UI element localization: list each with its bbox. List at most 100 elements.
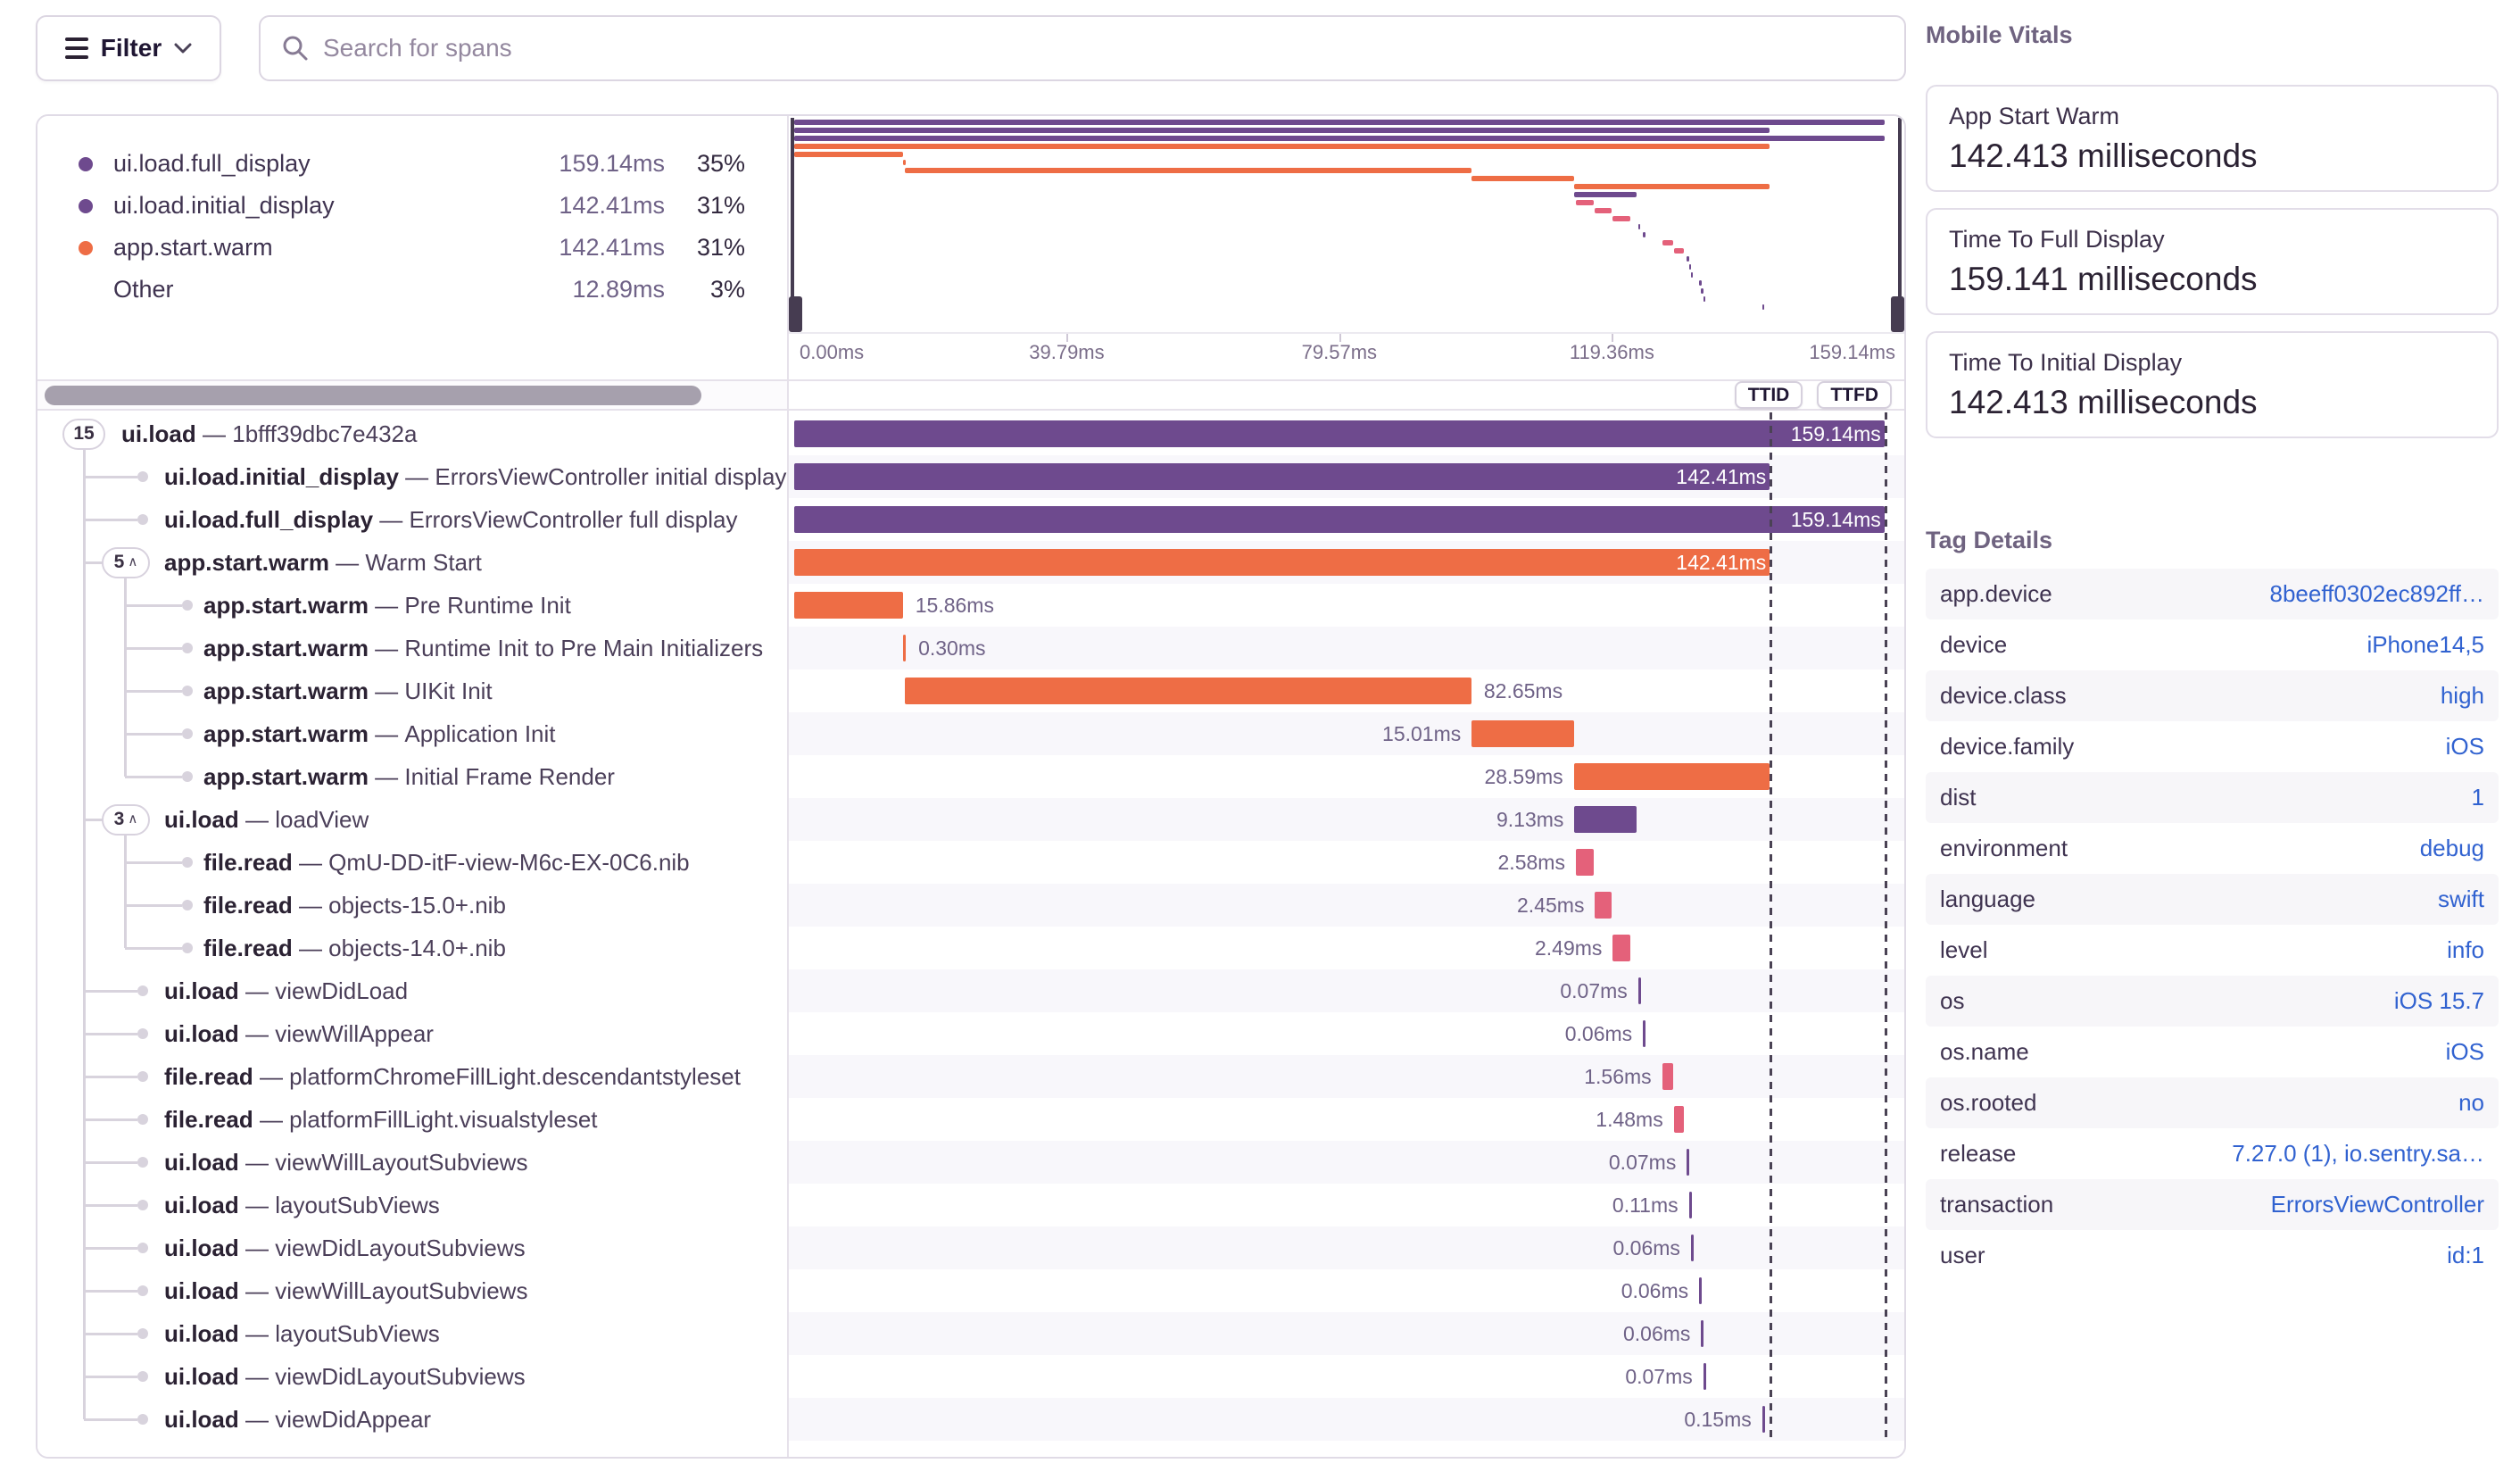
tag-value-link[interactable]: id:1 xyxy=(2447,1242,2484,1268)
waterfall-row[interactable]: 142.41ms xyxy=(789,541,1904,584)
span-duration-bar[interactable] xyxy=(794,420,1885,447)
span-tree-row[interactable]: ui.load — loadView xyxy=(37,798,787,841)
tag-value-link[interactable]: swift xyxy=(2438,886,2484,912)
minimap-left-handle-grip[interactable] xyxy=(789,296,802,332)
waterfall-row[interactable]: 2.49ms xyxy=(789,927,1904,969)
span-duration-bar[interactable] xyxy=(1687,1149,1690,1176)
tag-value-link[interactable]: ErrorsViewController xyxy=(2270,1191,2484,1218)
waterfall-row[interactable]: 9.13ms xyxy=(789,798,1904,841)
span-duration-bar[interactable] xyxy=(1703,1363,1706,1390)
legend-item[interactable]: ui.load.full_display 159.14ms 35% xyxy=(37,143,787,184)
waterfall-row[interactable]: 1.56ms xyxy=(789,1055,1904,1098)
legend-item[interactable]: ui.load.initial_display 142.41ms 31% xyxy=(37,185,787,226)
span-duration-bar[interactable] xyxy=(1688,1192,1692,1218)
waterfall-row[interactable]: 142.41ms xyxy=(789,455,1904,498)
legend-item[interactable]: app.start.warm 142.41ms 31% xyxy=(37,227,787,268)
waterfall-row[interactable]: 0.07ms xyxy=(789,969,1904,1012)
waterfall-row[interactable]: 0.07ms xyxy=(789,1141,1904,1184)
span-tree-row[interactable]: ui.load — layoutSubViews xyxy=(37,1184,787,1226)
span-tree-row[interactable]: ui.load — viewDidLoad xyxy=(37,969,787,1012)
span-tree-row[interactable]: ui.load — viewDidAppear xyxy=(37,1398,787,1441)
span-duration-bar[interactable] xyxy=(794,463,1770,490)
tag-value-link[interactable]: high xyxy=(2440,682,2484,709)
span-duration-bar[interactable] xyxy=(1662,1063,1673,1090)
filter-button[interactable]: Filter xyxy=(36,15,221,81)
tag-value-link[interactable]: iOS xyxy=(2445,733,2484,760)
tag-value-link[interactable]: 8beeff0302ec892ff… xyxy=(2269,580,2484,607)
span-duration-bar[interactable] xyxy=(1595,892,1612,919)
span-duration-bar[interactable] xyxy=(1673,1106,1685,1133)
waterfall-row[interactable]: 28.59ms xyxy=(789,755,1904,798)
horizontal-scrollbar-track[interactable] xyxy=(37,379,787,411)
legend-item[interactable]: Other 12.89ms 3% xyxy=(37,269,787,310)
tag-value-link[interactable]: 7.27.0 (1), io.sentry.sa… xyxy=(2232,1140,2484,1167)
horizontal-scrollbar-thumb[interactable] xyxy=(45,386,701,405)
span-tree-row[interactable]: app.start.warm — Warm Start xyxy=(37,541,787,584)
waterfall-row[interactable]: 0.11ms xyxy=(789,1184,1904,1226)
waterfall-row[interactable]: 159.14ms xyxy=(789,412,1904,455)
minimap-right-handle-line[interactable] xyxy=(1898,118,1902,330)
span-tree-row[interactable]: ui.load.initial_display — ErrorsViewCont… xyxy=(37,455,787,498)
span-tree-row[interactable]: file.read — platformChromeFillLight.desc… xyxy=(37,1055,787,1098)
span-tree-row[interactable]: ui.load — viewWillLayoutSubviews xyxy=(37,1141,787,1184)
waterfall-row[interactable]: 0.07ms xyxy=(789,1355,1904,1398)
tag-value-link[interactable]: 1 xyxy=(2471,784,2484,811)
span-tree-row[interactable]: app.start.warm — UIKit Init xyxy=(37,669,787,712)
span-tree-row[interactable]: file.read — platformFillLight.visualstyl… xyxy=(37,1098,787,1141)
span-tree-row[interactable]: ui.load — viewDidLayoutSubviews xyxy=(37,1226,787,1269)
waterfall-row[interactable]: 0.15ms xyxy=(789,1398,1904,1441)
span-tree-row[interactable]: file.read — objects-14.0+.nib xyxy=(37,927,787,969)
span-duration-bar[interactable] xyxy=(903,635,907,661)
span-duration-bar[interactable] xyxy=(1573,763,1770,790)
span-duration-bar[interactable] xyxy=(1643,1020,1646,1047)
waterfall-row[interactable]: 2.58ms xyxy=(789,841,1904,884)
span-duration-bar[interactable] xyxy=(1699,1277,1703,1304)
trace-minimap[interactable] xyxy=(789,116,1904,332)
span-duration-bar[interactable] xyxy=(794,592,903,619)
span-children-count-badge[interactable]: 15 xyxy=(62,418,105,450)
span-duration-bar[interactable] xyxy=(1701,1320,1704,1347)
span-duration-bar[interactable] xyxy=(1762,1406,1765,1433)
span-duration-bar[interactable] xyxy=(1574,806,1637,833)
span-tree-row[interactable]: ui.load.full_display — ErrorsViewControl… xyxy=(37,498,787,541)
tag-value-link[interactable]: iOS xyxy=(2445,1038,2484,1065)
span-duration-bar[interactable] xyxy=(1637,977,1641,1004)
span-duration-bar[interactable] xyxy=(1471,720,1575,747)
waterfall-row[interactable]: 159.14ms xyxy=(789,498,1904,541)
waterfall-row[interactable]: 0.30ms xyxy=(789,627,1904,669)
search-input[interactable] xyxy=(323,34,1883,62)
span-tree-row[interactable]: ui.load — viewWillLayoutSubviews xyxy=(37,1269,787,1312)
span-tree-row[interactable]: ui.load — viewDidLayoutSubviews xyxy=(37,1355,787,1398)
waterfall-row[interactable]: 82.65ms xyxy=(789,669,1904,712)
span-duration-bar[interactable] xyxy=(794,549,1770,576)
span-tree-row[interactable]: file.read — QmU-DD-itF-view-M6c-EX-0C6.n… xyxy=(37,841,787,884)
span-tree-row[interactable]: app.start.warm — Initial Frame Render xyxy=(37,755,787,798)
span-children-count-badge[interactable]: 5 ∧ xyxy=(102,546,150,578)
waterfall-row[interactable]: 0.06ms xyxy=(789,1226,1904,1269)
minimap-right-handle-grip[interactable] xyxy=(1891,296,1904,332)
tag-value-link[interactable]: info xyxy=(2447,936,2484,963)
ttfd-toggle-button[interactable]: TTFD xyxy=(1817,381,1892,409)
waterfall-row[interactable]: 1.48ms xyxy=(789,1098,1904,1141)
waterfall-row[interactable]: 15.86ms xyxy=(789,584,1904,627)
span-tree-row[interactable]: file.read — objects-15.0+.nib xyxy=(37,884,787,927)
span-tree-row[interactable]: app.start.warm — Pre Runtime Init xyxy=(37,584,787,627)
span-children-count-badge[interactable]: 3 ∧ xyxy=(102,803,150,836)
span-tree-row[interactable]: ui.load — viewWillAppear xyxy=(37,1012,787,1055)
waterfall-row[interactable]: 2.45ms xyxy=(789,884,1904,927)
tag-value-link[interactable]: iOS 15.7 xyxy=(2393,987,2484,1014)
span-duration-bar[interactable] xyxy=(794,506,1885,533)
waterfall-row[interactable]: 0.06ms xyxy=(789,1269,1904,1312)
tag-value-link[interactable]: iPhone14,5 xyxy=(2367,631,2484,658)
span-tree-row[interactable]: app.start.warm — Application Init xyxy=(37,712,787,755)
waterfall-row[interactable]: 15.01ms xyxy=(789,712,1904,755)
tag-value-link[interactable]: no xyxy=(2458,1089,2484,1116)
minimap-left-handle-line[interactable] xyxy=(791,118,794,330)
span-tree-row[interactable]: app.start.warm — Runtime Init to Pre Mai… xyxy=(37,627,787,669)
ttid-toggle-button[interactable]: TTID xyxy=(1734,381,1803,409)
span-duration-bar[interactable] xyxy=(1575,849,1594,876)
span-tree-row[interactable]: ui.load — layoutSubViews xyxy=(37,1312,787,1355)
span-duration-bar[interactable] xyxy=(905,678,1471,704)
span-tree-row[interactable]: ui.load — 1bfff39dbc7e432a xyxy=(37,412,787,455)
waterfall-row[interactable]: 0.06ms xyxy=(789,1312,1904,1355)
